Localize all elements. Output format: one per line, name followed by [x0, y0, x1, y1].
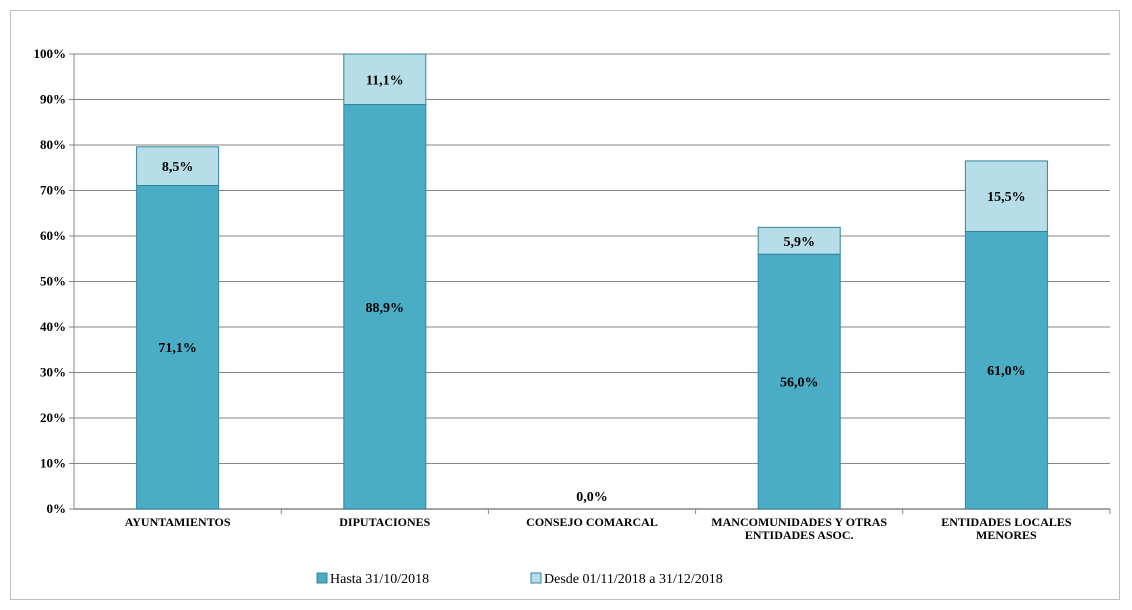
legend-label-hasta: Hasta 31/10/2018 [330, 572, 429, 587]
data-label-desde: 5,9% [783, 235, 815, 250]
legend-swatch-desde [530, 572, 542, 584]
category-label: ENTIDADES ASOC. [745, 528, 854, 542]
bar-desde [964, 160, 1048, 232]
stacked-bar-chart: 0% 10% 20% 30% 40% 50% 60% 70% 80% 90% 100% 71,1% 8,… [34, 46, 1111, 587]
bar-hasta [964, 230, 1048, 510]
y-tick-label: 100% [34, 46, 67, 61]
data-label-hasta: 61,0% [987, 364, 1026, 379]
bar-hasta [343, 104, 427, 510]
bar-hasta [136, 184, 220, 510]
category-label: CONSEJO COMARCAL [526, 515, 658, 529]
chart-frame: 0% 10% 20% 30% 40% 50% 60% 70% 80% 90% 100% 71,1% 8,… [10, 10, 1120, 600]
y-tick-label: 70% [40, 183, 66, 198]
legend-swatch-hasta [316, 572, 328, 584]
data-label-hasta: 56,0% [780, 376, 819, 391]
bar-desde [136, 146, 220, 186]
bar-desde [343, 53, 427, 106]
legend-label-desde: Desde 01/11/2018 a 31/12/2018 [544, 572, 723, 587]
y-tick-label: 80% [40, 137, 66, 152]
data-label-hasta: 71,1% [158, 341, 197, 356]
data-label-desde: 11,1% [366, 73, 404, 88]
category-label: MANCOMUNIDADES Y OTRAS [711, 515, 887, 529]
y-tick-label: 90% [40, 92, 66, 107]
y-tick-label: 50% [40, 274, 66, 289]
category-label: MENORES [976, 528, 1037, 542]
y-tick-label: 10% [40, 456, 66, 471]
data-label-hasta: 0,0% [576, 490, 608, 505]
y-tick-label: 20% [40, 410, 66, 425]
data-label-desde: 15,5% [987, 190, 1026, 205]
y-tick-label: 30% [40, 365, 66, 380]
category-label: DIPUTACIONES [339, 515, 430, 529]
y-tick-label: 40% [40, 319, 66, 334]
category-label: AYUNTAMIENTOS [125, 515, 231, 529]
data-label-hasta: 88,9% [366, 301, 405, 316]
y-tick-label: 0% [47, 501, 67, 516]
bar-hasta [757, 253, 841, 510]
data-label-desde: 8,5% [162, 160, 194, 175]
y-tick-label: 60% [40, 228, 66, 243]
category-label: ENTIDADES LOCALES [941, 515, 1072, 529]
bar-desde [757, 226, 841, 255]
